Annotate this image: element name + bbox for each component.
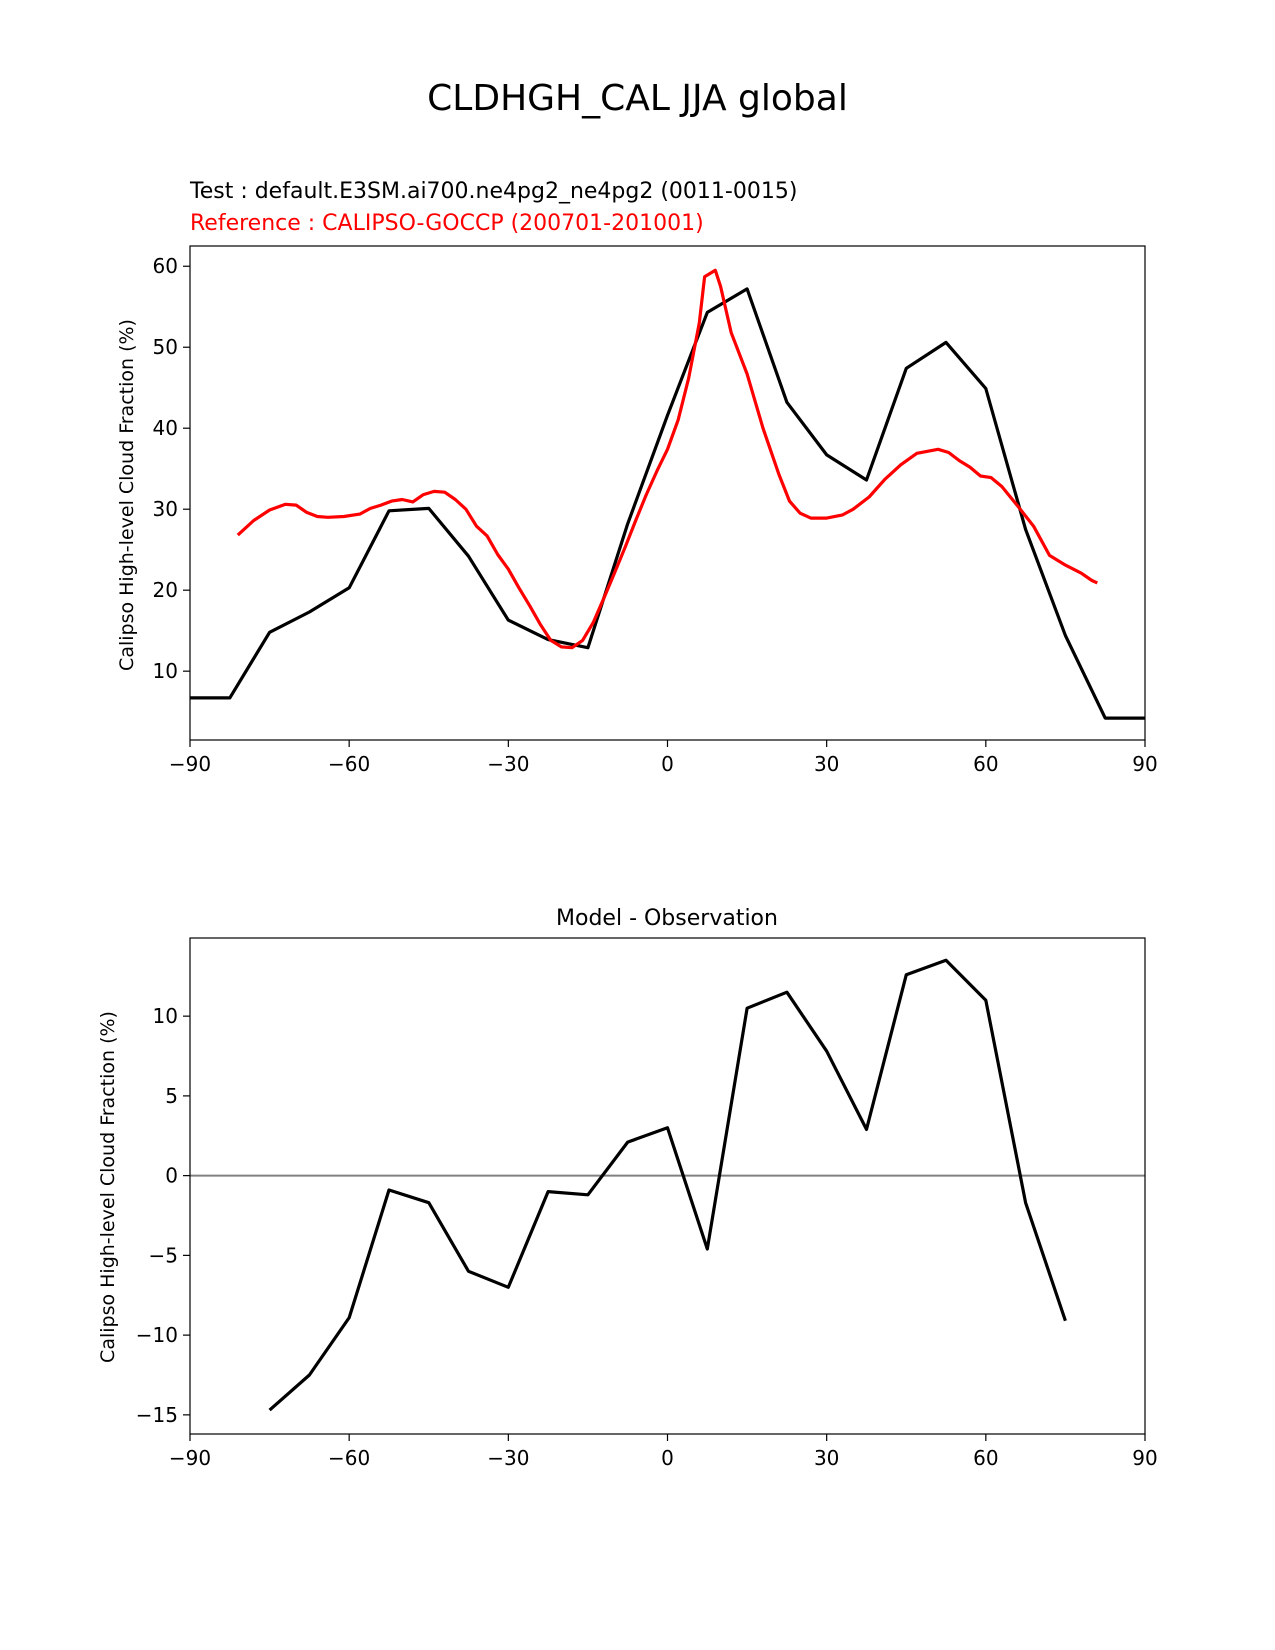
top-plot-frame — [189, 245, 1146, 741]
top-y-tick-label: 20 — [153, 578, 178, 602]
bottom-ticks-group: −90 −60 −30 0 30 60 90 −15 −10 −5 0 5 10 — [136, 1004, 1158, 1470]
reference-title: Reference : CALIPSO-GOCCP (200701-201001… — [190, 211, 704, 236]
bottom-y-axis-label: Calipso High-level Cloud Fraction (%) — [97, 1011, 119, 1363]
bottom-series-model-observation — [268, 958, 1067, 1412]
bottom-panel: Model - Observation Calipso High-level C… — [97, 906, 1158, 1470]
bottom-y-tick-label: −10 — [136, 1323, 178, 1347]
top-y-tick-label: 10 — [153, 659, 178, 683]
bottom-y-tick-label: 5 — [165, 1084, 178, 1108]
top-x-tick-label: −30 — [487, 752, 529, 776]
bottom-y-tick-label: 10 — [153, 1004, 178, 1028]
bottom-x-tick-label: 30 — [814, 1446, 839, 1470]
top-y-tick-label: 50 — [153, 335, 178, 359]
top-panel: Test : default.E3SM.ai700.ne4pg2_ne4pg2 … — [116, 179, 1158, 776]
top-series-test — [190, 287, 1145, 720]
top-x-tick-label: 30 — [814, 752, 839, 776]
top-series-group — [190, 268, 1145, 720]
top-y-tick-label: 40 — [153, 416, 178, 440]
top-y-axis-label: Calipso High-level Cloud Fraction (%) — [116, 319, 138, 671]
bottom-x-tick-label: −60 — [328, 1446, 370, 1470]
bottom-y-tick-label: −15 — [136, 1403, 178, 1427]
top-x-tick-label: −60 — [328, 752, 370, 776]
difference-title: Model - Observation — [556, 906, 778, 931]
bottom-plot-frame — [189, 937, 1146, 1435]
bottom-series-group — [268, 958, 1067, 1412]
top-x-tick-label: −90 — [169, 752, 211, 776]
top-x-tick-label: 90 — [1132, 752, 1157, 776]
bottom-y-tick-label: 0 — [165, 1164, 178, 1188]
figure-title: CLDHGH_CAL JJA global — [427, 78, 848, 119]
top-y-tick-label: 60 — [153, 254, 178, 278]
bottom-x-tick-label: 90 — [1132, 1446, 1157, 1470]
bottom-x-tick-label: −30 — [487, 1446, 529, 1470]
top-series-reference — [236, 268, 1098, 650]
bottom-x-tick-label: 0 — [661, 1446, 674, 1470]
top-x-tick-label: 60 — [973, 752, 998, 776]
top-x-tick-label: 0 — [661, 752, 674, 776]
bottom-x-tick-label: −90 — [169, 1446, 211, 1470]
test-title: Test : default.E3SM.ai700.ne4pg2_ne4pg2 … — [189, 179, 797, 204]
bottom-x-tick-label: 60 — [973, 1446, 998, 1470]
top-y-tick-label: 30 — [153, 497, 178, 521]
top-ticks-group: −90 −60 −30 0 30 60 90 10 20 30 40 50 60 — [153, 254, 1158, 776]
bottom-y-tick-label: −5 — [149, 1243, 178, 1267]
